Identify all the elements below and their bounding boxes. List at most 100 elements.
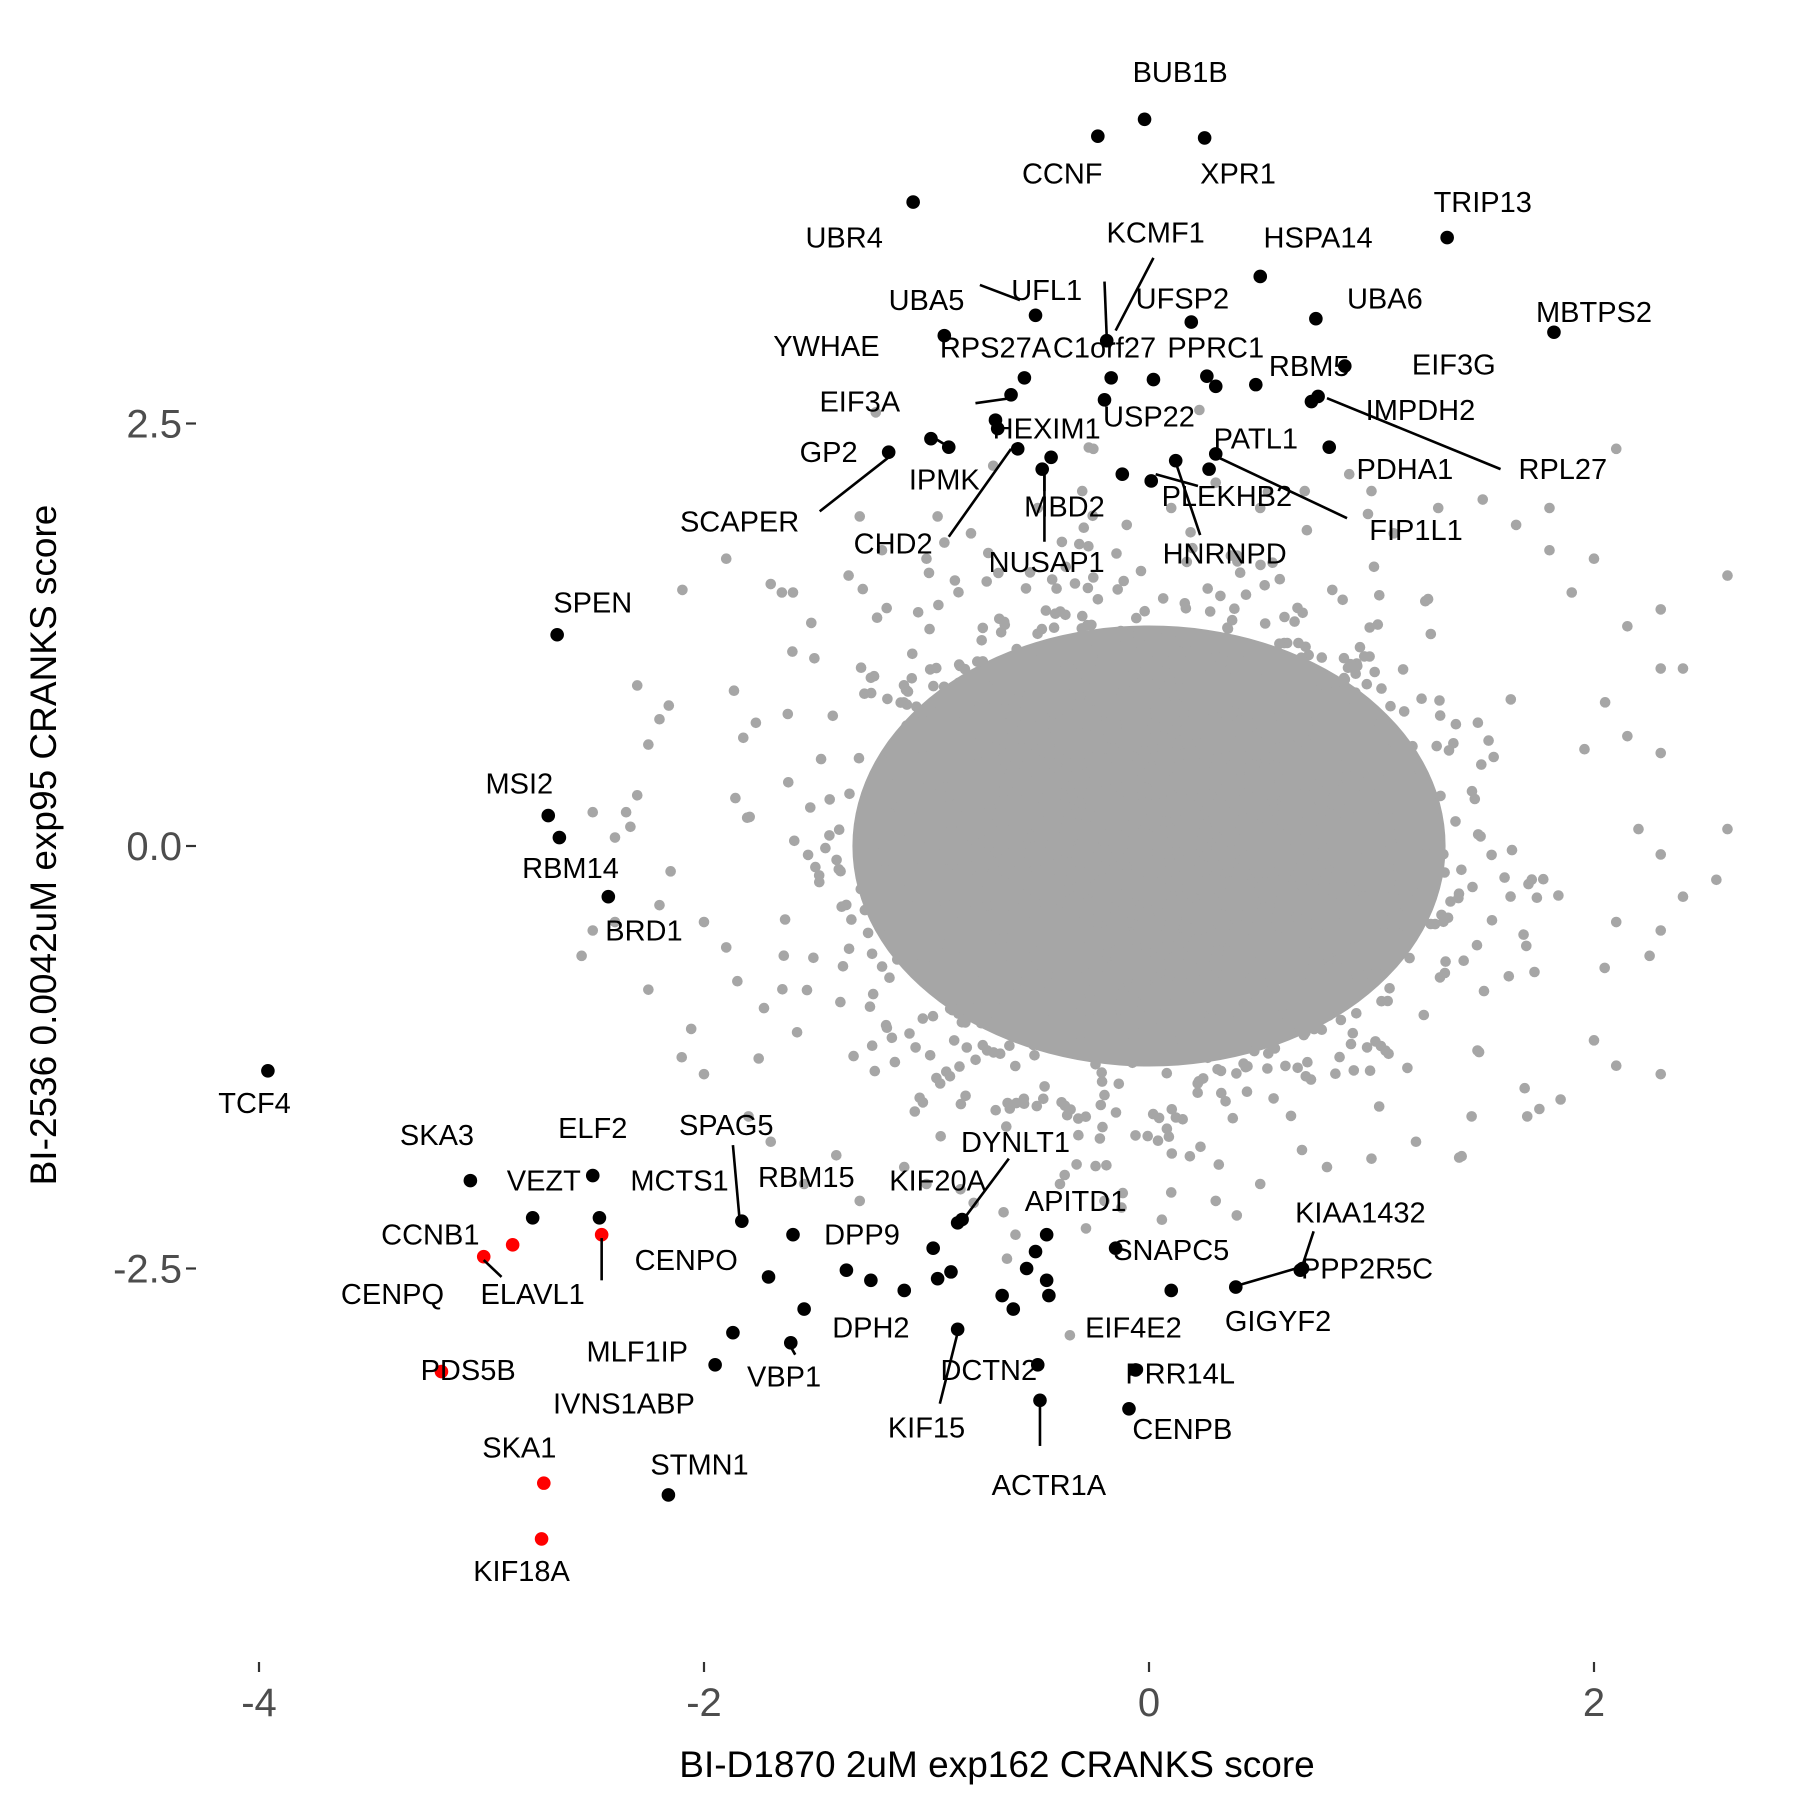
background-point bbox=[934, 804, 946, 816]
background-point bbox=[1159, 693, 1170, 705]
leader-line bbox=[1114, 257, 1155, 332]
background-point bbox=[1127, 1057, 1138, 1069]
background-point bbox=[1101, 934, 1112, 946]
background-point bbox=[956, 884, 968, 895]
background-point bbox=[988, 1047, 999, 1058]
leader-line bbox=[482, 1259, 503, 1278]
background-point bbox=[1139, 1053, 1150, 1064]
background-point bbox=[1283, 977, 1295, 988]
background-point bbox=[1183, 772, 1195, 784]
background-point bbox=[1073, 1129, 1084, 1141]
background-point bbox=[1347, 1027, 1359, 1039]
point-unlabeled bbox=[930, 1271, 945, 1286]
background-point bbox=[1118, 1017, 1129, 1029]
background-point bbox=[1087, 869, 1099, 880]
background-point bbox=[1073, 1008, 1084, 1019]
background-point bbox=[920, 815, 931, 826]
background-point bbox=[846, 914, 857, 925]
background-point bbox=[1166, 1104, 1178, 1115]
background-point bbox=[1259, 618, 1271, 629]
background-point bbox=[901, 720, 912, 731]
background-point bbox=[1376, 995, 1387, 1007]
background-point bbox=[1161, 1067, 1173, 1079]
background-point bbox=[1051, 701, 1063, 713]
background-point bbox=[1090, 1059, 1101, 1070]
background-point bbox=[844, 788, 855, 800]
background-point bbox=[1321, 795, 1332, 806]
background-point bbox=[1417, 794, 1428, 806]
background-point bbox=[1345, 703, 1357, 714]
background-point bbox=[853, 752, 865, 764]
background-point bbox=[1075, 1035, 1086, 1047]
background-point bbox=[1065, 771, 1077, 783]
label-kif15: KIF15 bbox=[888, 1412, 965, 1444]
background-point bbox=[1083, 541, 1094, 552]
background-point bbox=[1285, 1026, 1296, 1038]
background-point bbox=[1109, 701, 1120, 713]
background-point bbox=[952, 969, 964, 980]
background-point bbox=[1087, 651, 1098, 662]
background-point bbox=[848, 1050, 859, 1062]
background-point bbox=[866, 776, 877, 787]
background-point bbox=[1323, 962, 1334, 973]
background-point bbox=[1262, 1063, 1273, 1074]
point-stmn1 bbox=[661, 1488, 676, 1502]
background-point bbox=[936, 929, 947, 940]
background-point bbox=[1065, 969, 1077, 980]
background-point bbox=[1330, 752, 1341, 763]
label-ufl1: UFL1 bbox=[1011, 275, 1082, 307]
background-point bbox=[1104, 678, 1115, 689]
background-point bbox=[962, 919, 974, 930]
background-point bbox=[868, 670, 880, 682]
background-point bbox=[957, 837, 969, 849]
background-point bbox=[1248, 909, 1260, 920]
background-point bbox=[1118, 698, 1130, 710]
background-point bbox=[1139, 605, 1150, 617]
point-ufl1 bbox=[1028, 308, 1043, 323]
background-point bbox=[1599, 962, 1610, 974]
background-point bbox=[1096, 1076, 1108, 1087]
background-point bbox=[1133, 718, 1145, 729]
background-point bbox=[950, 738, 962, 749]
background-point bbox=[1265, 973, 1276, 985]
background-point bbox=[1103, 902, 1115, 913]
background-point bbox=[1094, 700, 1106, 712]
background-point bbox=[1235, 835, 1247, 847]
background-point bbox=[1258, 741, 1270, 753]
point-unlabeled bbox=[864, 1273, 878, 1288]
background-point bbox=[1366, 715, 1377, 727]
background-point bbox=[984, 820, 995, 832]
background-point bbox=[981, 900, 992, 911]
background-point bbox=[1095, 656, 1107, 668]
label-cenpb: CENPB bbox=[1132, 1414, 1232, 1446]
background-point bbox=[1377, 910, 1388, 922]
background-point bbox=[1292, 602, 1303, 614]
point-kif20a bbox=[950, 1216, 965, 1230]
background-point bbox=[1386, 837, 1397, 848]
x-axis-title: BI-D1870 2uM exp162 CRANKS score bbox=[679, 1744, 1314, 1785]
background-point bbox=[1362, 508, 1374, 520]
background-point bbox=[943, 791, 954, 802]
background-point bbox=[1108, 775, 1120, 786]
background-point bbox=[1225, 663, 1236, 674]
background-point bbox=[996, 960, 1008, 972]
background-point bbox=[936, 782, 948, 793]
background-point bbox=[1130, 1130, 1141, 1141]
background-point bbox=[1505, 891, 1516, 902]
background-point bbox=[947, 913, 958, 924]
background-point bbox=[960, 1090, 971, 1102]
point-nusap1 bbox=[1115, 467, 1130, 482]
point-kif15 bbox=[950, 1322, 965, 1337]
background-point bbox=[1203, 1026, 1214, 1038]
background-point bbox=[1476, 759, 1487, 770]
background-point bbox=[609, 916, 621, 928]
background-point bbox=[941, 1066, 952, 1077]
background-point bbox=[1096, 1022, 1107, 1034]
background-point bbox=[971, 749, 983, 761]
background-point bbox=[1337, 804, 1348, 815]
background-point bbox=[1238, 920, 1249, 931]
background-point bbox=[1213, 934, 1224, 946]
background-point bbox=[1225, 998, 1236, 1010]
label-rbm14: RBM14 bbox=[522, 853, 619, 885]
background-point bbox=[1418, 1009, 1430, 1021]
